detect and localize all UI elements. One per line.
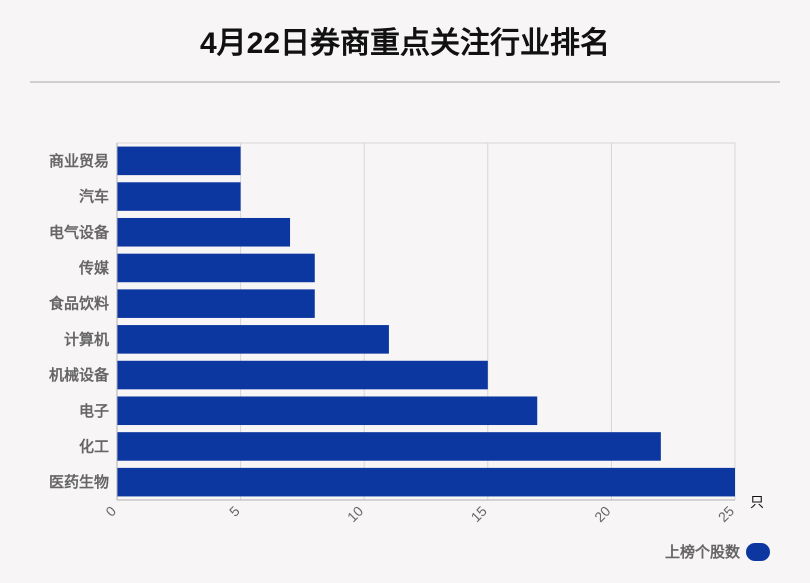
legend-label: 上榜个股数 xyxy=(664,544,740,561)
category-label: 计算机 xyxy=(64,330,109,348)
category-label: 食品饮料 xyxy=(49,295,109,313)
bar-10 xyxy=(117,467,735,497)
category-label: 商业贸易 xyxy=(49,152,109,170)
bar-1 xyxy=(117,146,241,176)
bar-8 xyxy=(117,396,538,426)
bar-5 xyxy=(117,289,315,318)
x-tick-label: 15 xyxy=(468,503,490,525)
bar-6 xyxy=(117,325,389,354)
bar-4 xyxy=(117,253,315,283)
legend[interactable]: 上榜个股数 xyxy=(665,541,770,562)
category-label: 机械设备 xyxy=(49,366,110,384)
category-label: 化工 xyxy=(79,437,109,455)
legend-swatch xyxy=(746,542,770,561)
category-label: 电气设备 xyxy=(49,223,110,241)
x-tick-label: 20 xyxy=(591,503,613,525)
bar-9 xyxy=(117,432,661,461)
bar-3 xyxy=(117,217,291,247)
category-label: 传媒 xyxy=(78,259,110,277)
x-tick-label: 5 xyxy=(226,503,243,520)
x-tick-label: 10 xyxy=(344,503,366,525)
category-label: 医药生物 xyxy=(49,473,109,491)
category-label: 汽车 xyxy=(79,188,109,206)
category-label: 电子 xyxy=(79,402,109,420)
title-divider xyxy=(30,81,780,83)
x-tick-label: 0 xyxy=(102,503,119,520)
x-axis-unit: 只 xyxy=(750,494,764,510)
x-tick-label: 25 xyxy=(715,503,737,525)
chart-title: 4月22日券商重点关注行业排名 xyxy=(199,27,611,60)
bar-7 xyxy=(117,360,488,390)
bar-2 xyxy=(117,182,241,211)
